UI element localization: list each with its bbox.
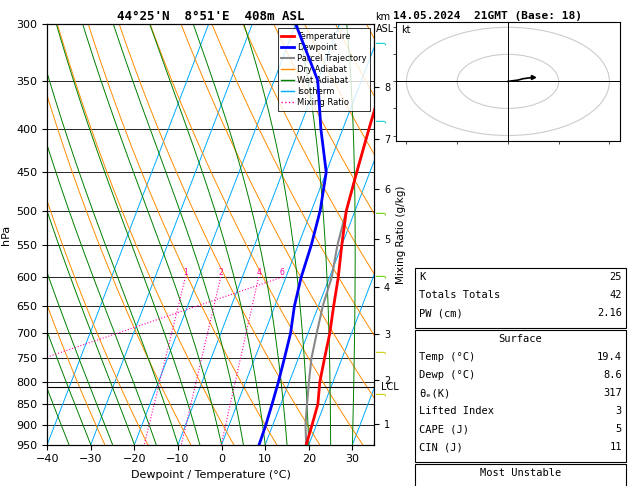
Text: K: K [419, 272, 425, 282]
Text: © weatheronline.co.uk: © weatheronline.co.uk [447, 471, 560, 480]
Text: 5: 5 [616, 424, 622, 434]
Text: J: J [377, 212, 387, 215]
Text: Lifted Index: Lifted Index [419, 406, 494, 416]
Text: Surface: Surface [499, 334, 542, 344]
Text: Dewp (°C): Dewp (°C) [419, 370, 476, 380]
Text: 4: 4 [256, 268, 261, 277]
Text: kt: kt [401, 25, 411, 35]
Text: J: J [377, 42, 387, 45]
Y-axis label: hPa: hPa [1, 225, 11, 244]
Text: 8.6: 8.6 [603, 370, 622, 380]
Text: CAPE (J): CAPE (J) [419, 424, 469, 434]
Text: θₑ(K): θₑ(K) [419, 388, 450, 398]
Text: LCL: LCL [381, 382, 399, 392]
Text: 25: 25 [610, 272, 622, 282]
Text: J: J [377, 275, 387, 278]
Title: 44°25'N  8°51'E  408m ASL: 44°25'N 8°51'E 408m ASL [117, 10, 304, 23]
Text: CIN (J): CIN (J) [419, 442, 463, 452]
Text: km
ASL: km ASL [376, 12, 394, 34]
X-axis label: Dewpoint / Temperature (°C): Dewpoint / Temperature (°C) [131, 470, 291, 480]
Text: 11: 11 [610, 442, 622, 452]
Text: 2.16: 2.16 [597, 308, 622, 318]
Text: Most Unstable: Most Unstable [480, 468, 561, 478]
Text: 3: 3 [616, 406, 622, 416]
Text: J: J [377, 393, 387, 396]
Text: 317: 317 [603, 388, 622, 398]
Y-axis label: Mixing Ratio (g/kg): Mixing Ratio (g/kg) [396, 185, 406, 284]
Text: Totals Totals: Totals Totals [419, 290, 500, 300]
Text: 42: 42 [610, 290, 622, 300]
Text: J: J [377, 120, 387, 122]
Legend: Temperature, Dewpoint, Parcel Trajectory, Dry Adiabat, Wet Adiabat, Isotherm, Mi: Temperature, Dewpoint, Parcel Trajectory… [278, 29, 370, 111]
Text: 19.4: 19.4 [597, 352, 622, 362]
Text: 1: 1 [183, 268, 188, 277]
Text: 2: 2 [218, 268, 223, 277]
Text: 6: 6 [280, 268, 284, 277]
Text: J: J [377, 350, 387, 354]
Text: Temp (°C): Temp (°C) [419, 352, 476, 362]
Text: 14.05.2024  21GMT (Base: 18): 14.05.2024 21GMT (Base: 18) [393, 11, 582, 21]
Text: PW (cm): PW (cm) [419, 308, 463, 318]
